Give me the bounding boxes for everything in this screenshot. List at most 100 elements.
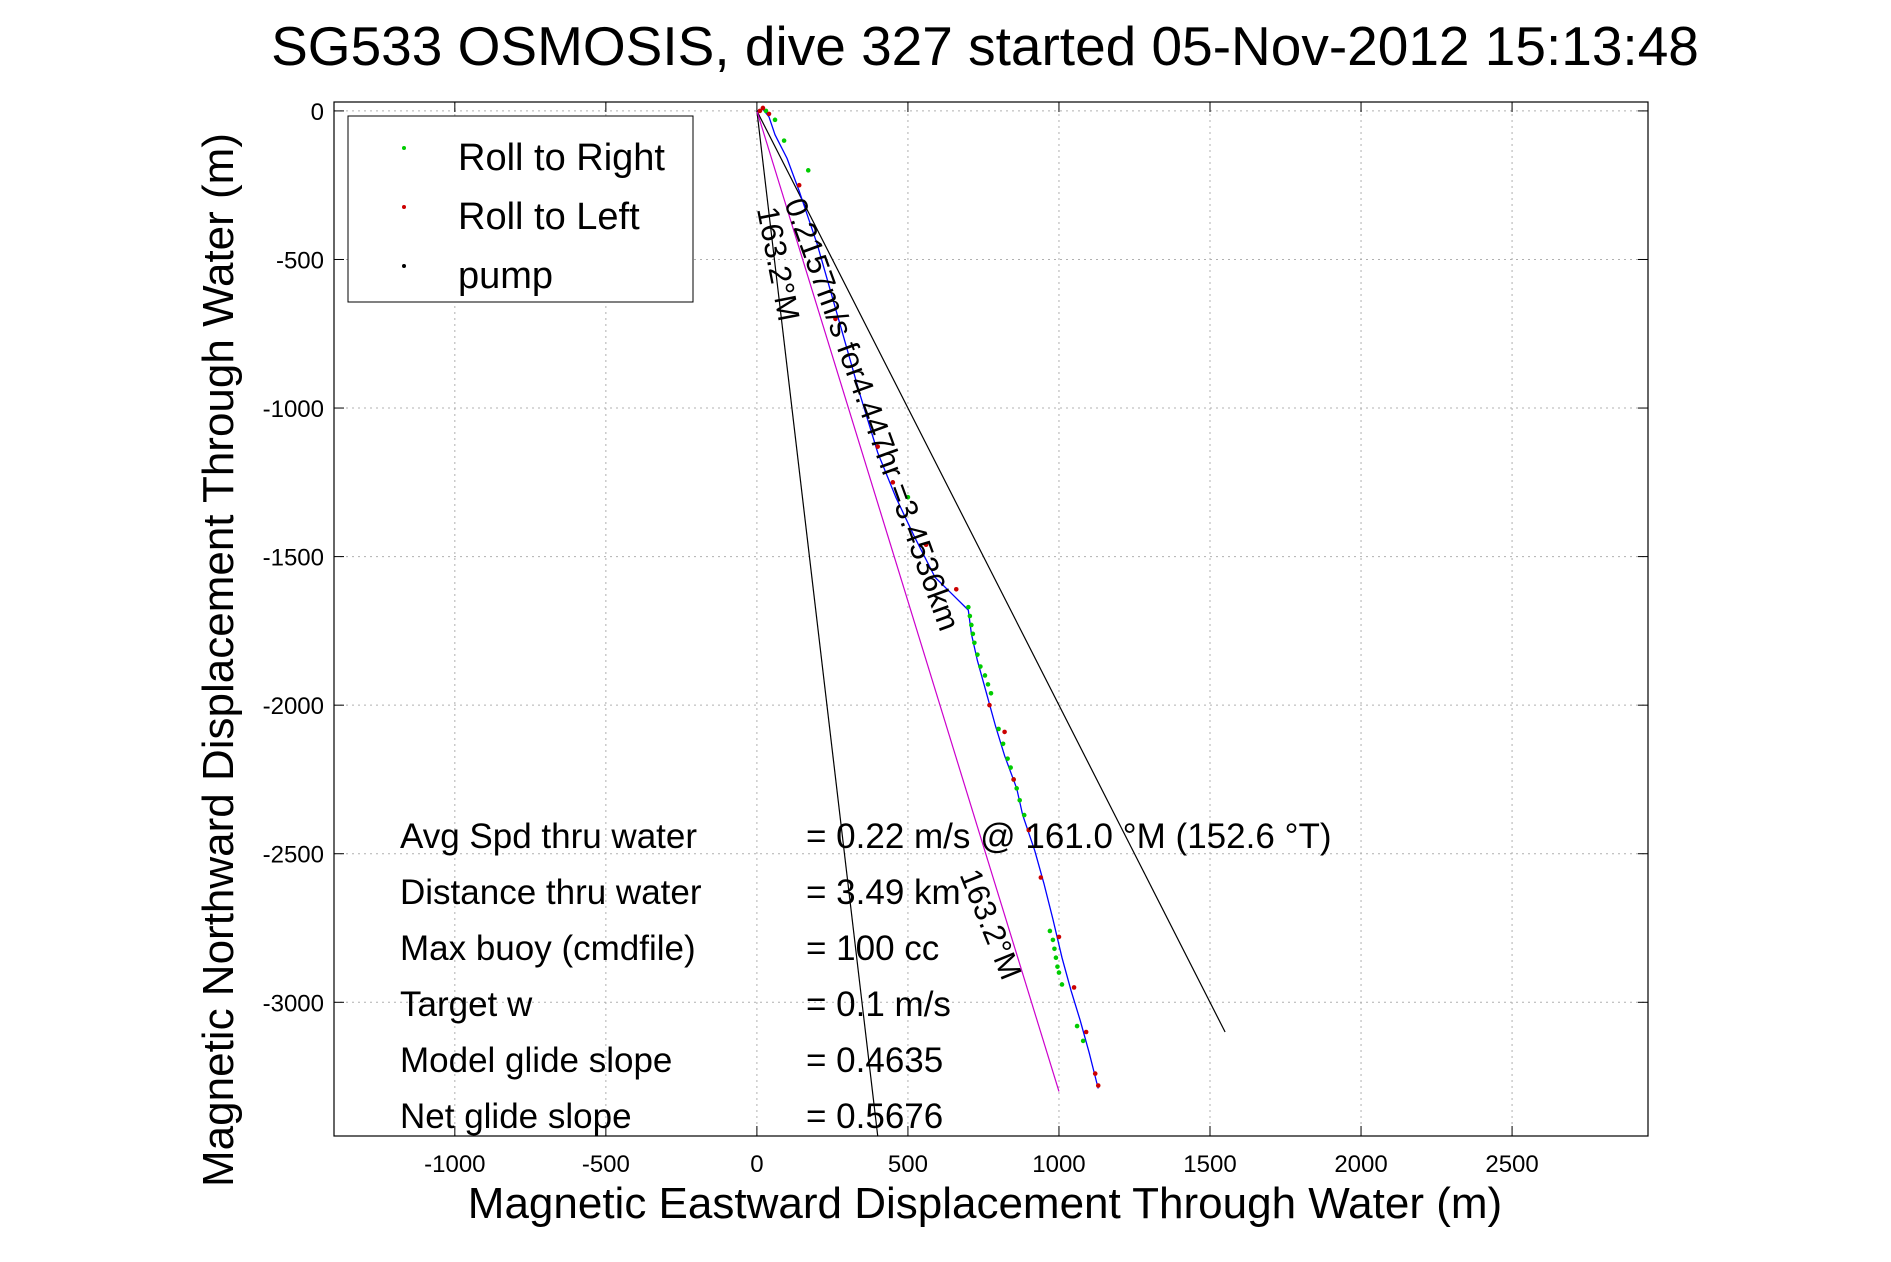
stat-value: = 100 cc	[806, 929, 939, 968]
x-tick-label: -500	[582, 1151, 630, 1178]
roll-right-point	[1053, 955, 1059, 961]
roll-right-point	[763, 108, 769, 114]
heading-lines	[756, 110, 1226, 1137]
stat-label: Net glide slope	[400, 1097, 632, 1136]
roll-right-point	[772, 117, 778, 123]
roll-left-point	[1011, 777, 1016, 782]
roll-right-point	[1021, 812, 1027, 818]
roll-right-point	[988, 690, 994, 696]
x-tick-label: 1500	[1183, 1151, 1236, 1178]
stat-label: Avg Spd thru water	[400, 817, 697, 856]
x-tick-label: 1000	[1032, 1151, 1085, 1178]
stat-label: Distance thru water	[400, 873, 702, 912]
roll-right-point	[1074, 1023, 1080, 1029]
roll-right-point	[969, 622, 974, 628]
roll-right-point	[982, 673, 988, 678]
x-tick-label: 0	[750, 1151, 763, 1178]
stat-value: = 0.1 m/s	[806, 985, 951, 1024]
stat-value: = 0.4635	[806, 1041, 943, 1080]
roll-right-point	[1000, 741, 1006, 747]
roll-right-point	[1059, 982, 1065, 987]
y-tick-label: 0	[311, 99, 324, 126]
legend-marker	[402, 205, 406, 209]
line-annotations: 0.2157m/s for4.447hr =3.4536km163.2°M163…	[750, 193, 1029, 984]
roll-right-point	[781, 138, 787, 143]
roll-left-point	[987, 702, 992, 708]
legend-marker	[402, 146, 406, 150]
roll-right-point	[805, 168, 811, 173]
roll-right-point	[967, 613, 973, 619]
heading-line	[756, 110, 1226, 1033]
roll-left-point	[1026, 827, 1032, 833]
roll-right-point	[1052, 946, 1057, 952]
roll-left-point	[757, 108, 763, 114]
stats-block: Avg Spd thru water = 0.22 m/s @ 161.0 °M …	[400, 817, 1332, 1136]
heading-line	[756, 110, 1060, 1092]
y-tick-label: -2500	[263, 842, 324, 869]
roll-left-point	[1083, 1029, 1089, 1035]
roll-right-point	[1056, 970, 1062, 975]
grid-lines	[334, 102, 1648, 1136]
x-tick-label: 2500	[1485, 1151, 1538, 1178]
y-axis-ticks: 0 -500 -1000 -1500 -2000 -2500 -3000	[263, 99, 1648, 1017]
roll-right-point	[1047, 928, 1053, 934]
line-annotation: 163.2°M	[953, 864, 1029, 984]
stat-value: = 3.49 km	[806, 873, 961, 912]
line-annotation: 0.2157m/s for4.447hr =3.4536km	[778, 193, 967, 635]
roll-right-point	[1008, 765, 1013, 770]
legend: Roll to Right Roll to Left pump	[347, 115, 694, 303]
stat-value: = 0.5676	[806, 1097, 943, 1136]
roll-left-point	[796, 182, 802, 188]
roll-right-point	[1014, 786, 1019, 791]
roll-left-point	[1002, 729, 1007, 735]
legend-label: Roll to Right	[458, 137, 665, 179]
roll-right-point	[1017, 797, 1022, 803]
roll-right-point	[972, 640, 977, 646]
stat-label: Model glide slope	[400, 1041, 672, 1080]
y-tick-label: -2000	[263, 693, 324, 720]
legend-label: pump	[458, 255, 553, 297]
y-tick-label: -500	[276, 247, 324, 274]
roll-left-point	[923, 542, 929, 548]
y-tick-label: -3000	[263, 990, 324, 1017]
y-tick-label: -1500	[263, 545, 324, 572]
data-points	[757, 105, 1101, 1088]
roll-right-point	[985, 682, 991, 687]
roll-left-point	[875, 444, 881, 449]
roll-right-point	[1050, 937, 1056, 943]
plot-frame	[333, 101, 1649, 1137]
y-tick-label: -1000	[263, 396, 324, 423]
roll-left-point	[1056, 934, 1062, 940]
roll-right-point	[996, 726, 1001, 732]
stat-label: Max buoy (cmdfile)	[400, 929, 696, 968]
roll-left-point	[1038, 875, 1044, 880]
roll-right-point	[978, 664, 983, 669]
x-tick-label: 2000	[1334, 1151, 1387, 1178]
roll-left-point	[890, 480, 896, 485]
roll-right-point	[1080, 1038, 1086, 1044]
roll-left-point	[1071, 985, 1077, 990]
chart-title: SG533 OSMOSIS, dive 327 started 05-Nov-2…	[271, 15, 1699, 77]
stat-label: Target w	[400, 985, 533, 1024]
roll-left-point	[766, 111, 772, 117]
heading-line	[756, 110, 879, 1137]
roll-left-point	[953, 586, 959, 592]
roll-right-point	[970, 631, 976, 637]
roll-left-point	[760, 105, 766, 111]
roll-left-point	[1095, 1083, 1101, 1088]
x-axis-label: Magnetic Eastward Displacement Through W…	[468, 1179, 1502, 1228]
legend-label: Roll to Left	[458, 196, 640, 238]
x-tick-label: -1000	[424, 1151, 485, 1178]
x-tick-label: 500	[888, 1151, 928, 1178]
x-axis-ticks: -1000 -500 0 500 1000 1500 2000 2500	[424, 102, 1539, 1178]
y-axis-label: Magnetic Northward Displacement Through …	[194, 133, 243, 1187]
roll-right-point	[905, 494, 911, 500]
roll-right-point	[1005, 756, 1010, 761]
legend-marker	[402, 264, 406, 268]
stat-value: = 0.22 m/s @ 161.0 °M (152.6 °T)	[806, 817, 1332, 856]
roll-right-point	[975, 652, 980, 657]
roll-left-point	[1092, 1071, 1098, 1076]
roll-right-point	[966, 604, 971, 610]
roll-right-point	[1055, 964, 1060, 969]
